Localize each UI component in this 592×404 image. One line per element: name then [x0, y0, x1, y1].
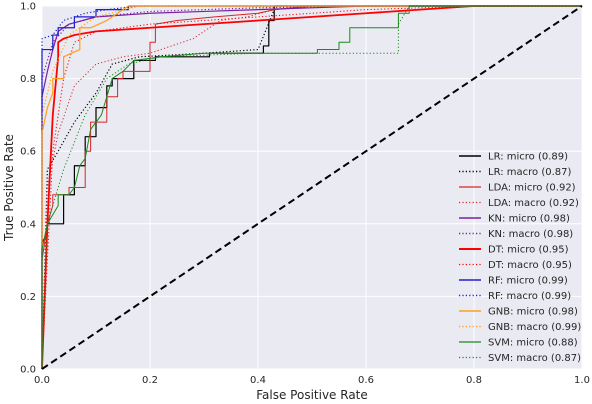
legend-label-7: DT: macro (0.95)	[488, 260, 572, 271]
legend-label-3: LDA: macro (0.92)	[488, 198, 579, 209]
axes: 0.0 0.2 0.4 0.6 0.8 1.0 0.0 0.2 0.4 0.6 0.8 1.0	[20, 2, 590, 387]
legend-label-12: SVM: micro (0.88)	[488, 338, 578, 349]
y-tick-label: 0.2	[20, 292, 36, 303]
y-axis-label: True Positive Rate	[2, 134, 16, 242]
legend-label-6: DT: micro (0.95)	[488, 245, 569, 256]
series-line-11	[41, 5, 582, 369]
legend-label-13: SVM: macro (0.87)	[488, 353, 581, 364]
x-axis-label: False Positive Rate	[256, 388, 368, 402]
x-tick-label: 1.0	[574, 375, 590, 386]
series-line-1	[41, 5, 582, 370]
series-line-12	[41, 5, 582, 369]
y-tick-label: 0.8	[20, 74, 36, 85]
legend-label-5: KN: macro (0.98)	[488, 229, 573, 240]
series-lines	[41, 5, 583, 370]
y-tick-label: 0.4	[20, 219, 36, 230]
y-tick-label: 0.6	[20, 147, 36, 158]
series-line-0	[41, 5, 582, 369]
series-line-10	[41, 5, 582, 369]
legend: LR: micro (0.89) LR: macro (0.87) LDA: mic…	[459, 152, 581, 364]
legend-label-11: GNB: macro (0.99)	[488, 322, 581, 333]
legend-label-1: LR: macro (0.87)	[488, 167, 571, 178]
legend-label-4: KN: micro (0.98)	[488, 214, 570, 225]
x-tick-label: 0.2	[142, 375, 158, 386]
x-tick-label: 0.8	[466, 375, 482, 386]
x-tick-label: 0.6	[358, 375, 374, 386]
x-tick-label: 0.4	[250, 375, 266, 386]
y-tick-label: 1.0	[20, 2, 36, 13]
series-line-5	[41, 5, 582, 369]
legend-label-8: RF: micro (0.99)	[488, 276, 568, 287]
x-tick-label: 0.0	[34, 375, 50, 386]
legend-label-0: LR: micro (0.89)	[488, 152, 568, 163]
y-tick-label: 0.0	[20, 365, 36, 376]
legend-label-9: RF: macro (0.99)	[488, 291, 571, 302]
series-line-9	[41, 5, 582, 369]
legend-label-2: LDA: micro (0.92)	[488, 183, 576, 194]
legend-label-10: GNB: micro (0.98)	[488, 307, 578, 318]
series-line-8	[41, 5, 582, 369]
series-line-6	[41, 5, 582, 370]
chance-reference-line	[41, 5, 583, 370]
grid	[41, 5, 583, 370]
